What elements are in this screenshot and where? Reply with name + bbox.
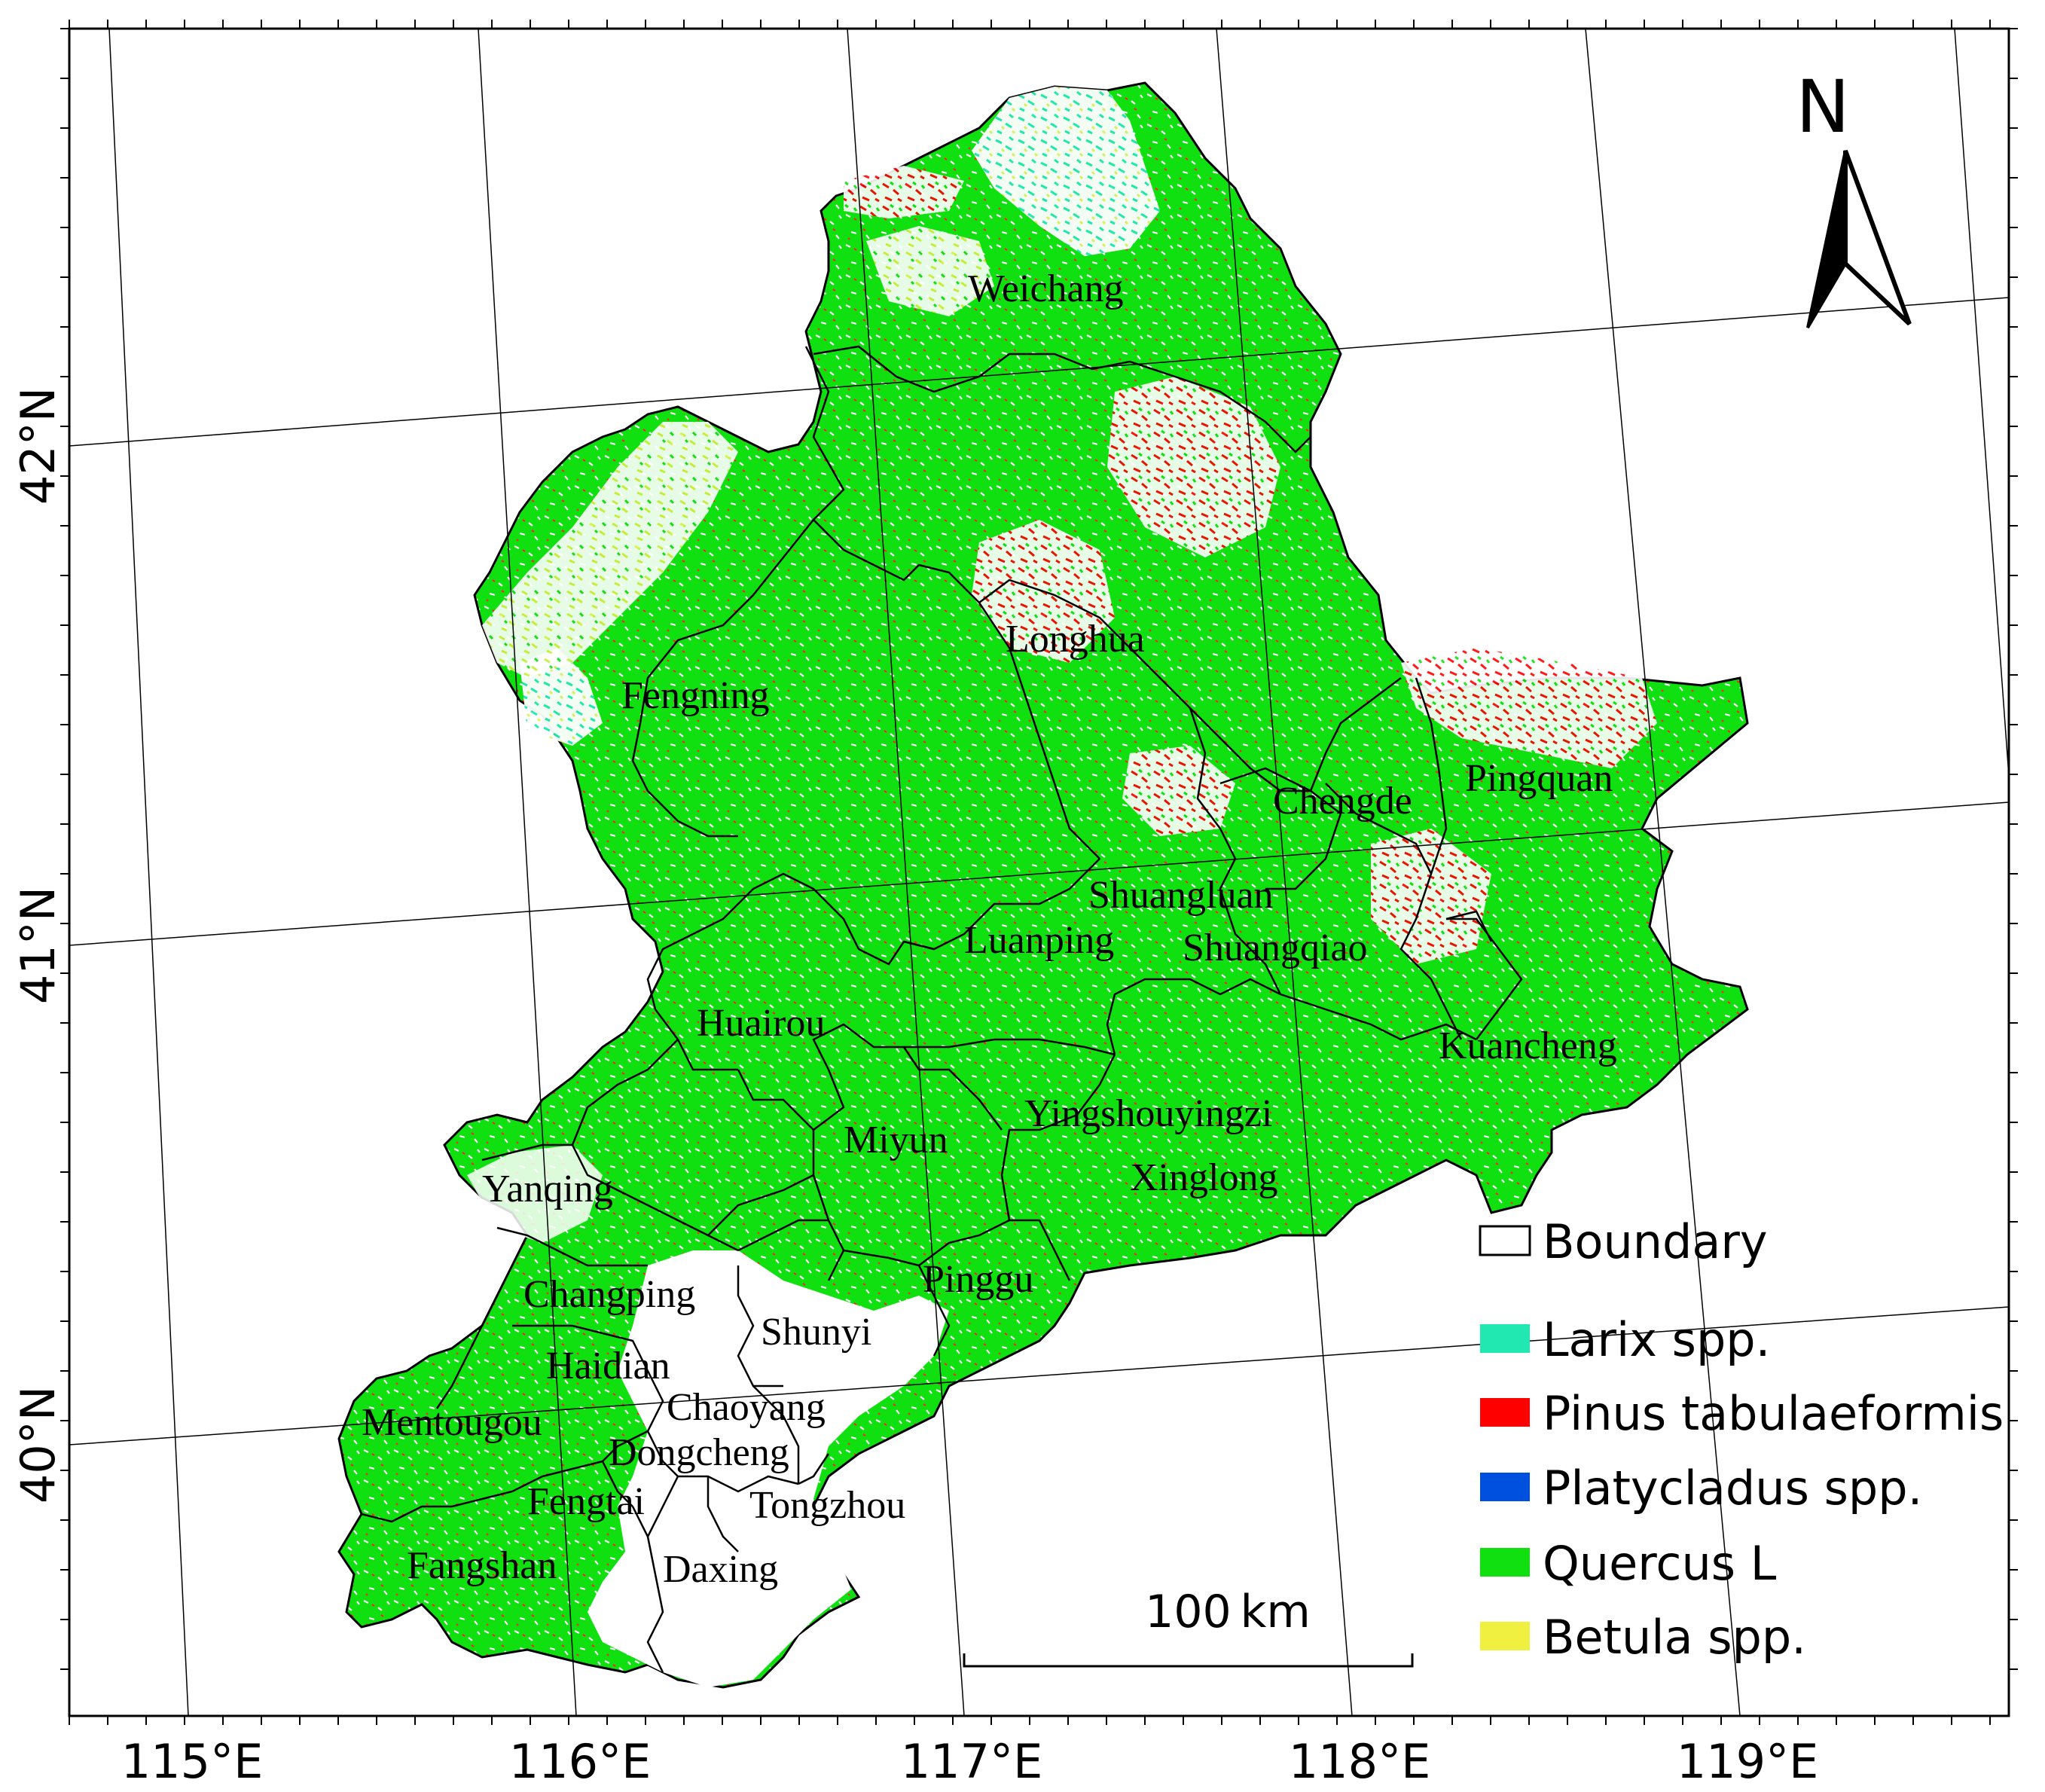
non-forest-plains <box>588 1250 949 1687</box>
lon-label-116: 116°E <box>509 1734 652 1789</box>
latitude-labels: 42°N 41°N 40°N <box>11 387 66 1504</box>
district-label: Pingquan <box>1465 757 1613 800</box>
legend-swatch-pinus <box>1480 1398 1530 1427</box>
legend-swatch-boundary <box>1479 1225 1531 1256</box>
legend-label: Platycladus spp. <box>1543 1461 1922 1516</box>
legend-swatch-quercus <box>1480 1548 1530 1577</box>
district-label: Fengning <box>621 674 769 717</box>
lon-label-117: 117°E <box>901 1734 1043 1789</box>
legend-label: Larix spp. <box>1543 1312 1770 1367</box>
lat-label-40: 40°N <box>11 1386 66 1504</box>
scale-bar: 100 km <box>963 1586 1414 1668</box>
legend: Boundary Larix spp. Pinus tabulaeformis … <box>1479 1214 2004 1665</box>
legend-swatch-larix <box>1480 1324 1530 1353</box>
district-label: Fengtai <box>527 1480 645 1523</box>
pinus-patches <box>844 166 1657 964</box>
district-label: Changping <box>523 1273 695 1316</box>
district-label: Chaoyang <box>667 1386 826 1429</box>
district-label: Daxing <box>663 1548 778 1591</box>
north-arrow-label: N <box>1796 65 1850 149</box>
lon-label-119: 119°E <box>1677 1734 1819 1789</box>
district-label: Miyun <box>844 1119 948 1162</box>
legend-swatch-platycladus <box>1480 1473 1530 1501</box>
north-arrow-icon: N <box>1796 65 1912 329</box>
district-label: Haidian <box>546 1345 670 1388</box>
lon-label-115: 115°E <box>121 1734 264 1789</box>
district-label: Xinglong <box>1130 1156 1277 1199</box>
district-label: Weichang <box>968 267 1124 310</box>
lat-label-42: 42°N <box>11 387 66 505</box>
legend-swatch-betula <box>1480 1622 1530 1650</box>
non-forest-yanqing <box>467 1145 603 1243</box>
scale-bar-label: 100 km <box>1145 1586 1311 1638</box>
district-label: Luanping <box>964 919 1114 962</box>
legend-label: Boundary <box>1543 1214 1768 1269</box>
map-body <box>69 29 2009 1716</box>
district-labels: Weichang Longhua Fengning Chengde Pingqu… <box>362 267 1617 1591</box>
district-label: Shuangqiao <box>1183 927 1368 969</box>
frame-ticks <box>60 20 2018 1725</box>
district-label: Yanqing <box>482 1168 613 1210</box>
legend-label: Quercus L <box>1543 1536 1777 1591</box>
district-label: Pinggu <box>923 1258 1033 1301</box>
district-label: Chengde <box>1273 780 1412 823</box>
district-label: Shuangluan <box>1088 874 1274 917</box>
district-label: Dongcheng <box>609 1431 789 1474</box>
legend-label: Pinus tabulaeformis <box>1543 1386 2004 1441</box>
lat-label-41: 41°N <box>11 887 66 1004</box>
district-label: Mentougou <box>362 1401 542 1444</box>
betula-patches <box>482 226 994 678</box>
lon-label-118: 118°E <box>1289 1734 1431 1789</box>
graticule <box>69 29 2009 1716</box>
legend-label: Betula spp. <box>1543 1610 1806 1665</box>
district-label: Tongzhou <box>749 1484 905 1527</box>
longitude-labels: 115°E 116°E 117°E 118°E 119°E <box>121 1734 1819 1789</box>
district-label: Fangshan <box>407 1544 557 1587</box>
district-boundaries <box>361 345 1523 1673</box>
district-label: Huairou <box>697 1002 825 1045</box>
district-label: Longhua <box>1006 618 1145 661</box>
district-label: Shunyi <box>761 1311 871 1354</box>
district-label: Yingshouyingzi <box>1024 1092 1272 1135</box>
district-label: Kuancheng <box>1439 1024 1617 1067</box>
